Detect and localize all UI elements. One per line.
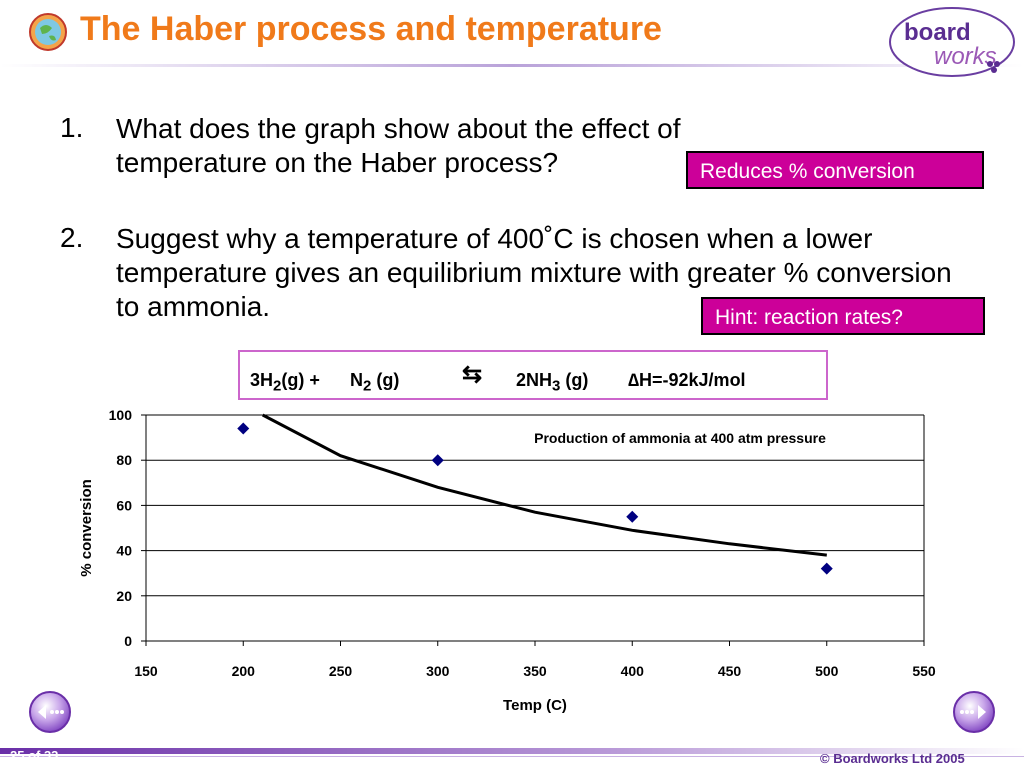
earth-icon	[29, 13, 67, 51]
data-point	[431, 454, 444, 467]
answer-1-box[interactable]: Reduces % conversion	[686, 151, 984, 189]
y-tick-label: 60	[116, 497, 132, 513]
x-tick-label: 500	[815, 663, 839, 679]
equation-reactant-nitrogen: N2 (g)	[350, 370, 400, 395]
answer-2-box[interactable]: Hint: reaction rates?	[701, 297, 985, 335]
data-point	[820, 562, 833, 575]
question-1-number: 1.	[60, 112, 84, 143]
next-slide-button[interactable]	[952, 690, 996, 734]
y-tick-label: 0	[124, 633, 132, 649]
data-point	[237, 422, 250, 435]
x-tick-label: 550	[912, 663, 936, 679]
trendline	[262, 413, 827, 557]
y-axis-label: % conversion	[78, 479, 95, 577]
equation-enthalpy: ∆H=-92kJ/mol	[628, 370, 746, 390]
x-axis-label: Temp (C)	[503, 697, 567, 714]
next-slide-icon	[960, 705, 986, 719]
y-tick-label: 80	[116, 452, 132, 468]
x-tick-label: 450	[718, 663, 742, 679]
x-tick-label: 200	[232, 663, 256, 679]
page-title: The Haber process and temperature	[80, 10, 662, 48]
logo-line2: works	[934, 43, 997, 70]
question-1-text: What does the graph show about the effec…	[116, 113, 681, 178]
equation-box: 3H2(g) + N2 (g) ⇆ 2NH3 (g) ∆H=-92kJ/mol	[238, 350, 828, 400]
equation-reactant-hydrogen: 3H2(g) +	[250, 370, 320, 395]
x-tick-label: 300	[426, 663, 450, 679]
question-2-number: 2.	[60, 222, 84, 253]
y-tick-label: 100	[109, 407, 133, 423]
y-tick-label: 20	[116, 588, 132, 604]
x-tick-label: 350	[523, 663, 547, 679]
copyright-notice: © Boardworks Ltd 2005	[820, 751, 965, 766]
boardworks-logo: board works	[889, 7, 1015, 77]
x-tick-label: 400	[621, 663, 645, 679]
page-indicator: 25 of 33	[10, 748, 59, 763]
question-2-text: Suggest why a temperature of 400˚C is ch…	[116, 223, 952, 322]
previous-slide-button[interactable]	[28, 690, 72, 734]
data-point	[626, 510, 639, 523]
chart-title: Production of ammonia at 400 atm pressur…	[534, 430, 826, 446]
previous-slide-icon	[38, 705, 64, 719]
x-tick-label: 150	[134, 663, 158, 679]
footer-bar	[0, 748, 1024, 757]
title-divider	[0, 64, 1024, 67]
y-tick-label: 40	[116, 543, 132, 559]
x-tick-label: 250	[329, 663, 353, 679]
logo-line1: board	[904, 19, 971, 46]
equilibrium-arrow-icon: ⇆	[462, 361, 483, 388]
equation-product: 2NH3 (g)	[516, 370, 589, 395]
